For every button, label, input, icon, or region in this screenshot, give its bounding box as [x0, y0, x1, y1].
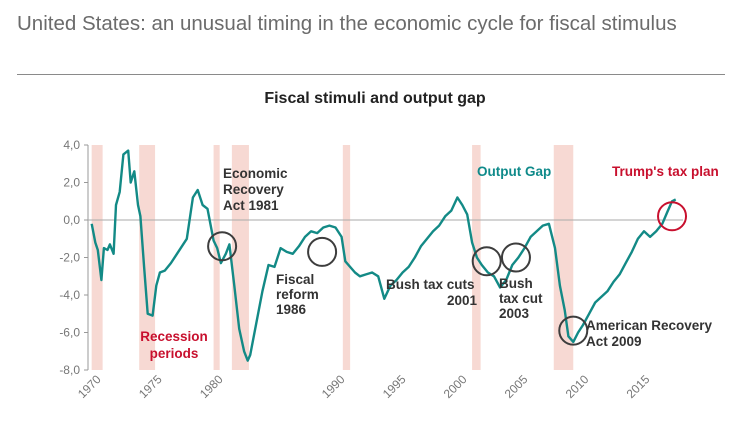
bush-2003-label-line2: tax cut: [499, 291, 543, 306]
recession-bands: [91, 145, 574, 370]
x-tick-label: 2010: [563, 372, 592, 401]
erta-circle: [207, 231, 238, 262]
axes: [84, 144, 683, 371]
x-tick-label: 1975: [136, 372, 165, 401]
recession-band: [342, 145, 351, 370]
recession-band: [91, 145, 103, 370]
bush-2001-circle: [471, 246, 502, 277]
bush-2001-label-line2: 2001: [447, 293, 478, 308]
arra-label-line1: American Recovery: [586, 318, 713, 333]
trump-circle: [657, 201, 688, 232]
x-tick-label: 2015: [624, 372, 653, 401]
output-gap-line: [90, 149, 677, 362]
arra-label-line2: Act 2009: [586, 334, 642, 349]
fiscal-reform-label-line1: Fiscal: [276, 272, 314, 287]
bush-2003-circle: [500, 242, 531, 273]
fiscal-reform-label-line3: 1986: [276, 302, 307, 317]
x-tick-label: 2000: [441, 372, 470, 401]
y-tick-label: -4,0: [59, 288, 80, 302]
x-tick-label: 1990: [319, 372, 348, 401]
bush-2003-label-line1: Bush: [499, 276, 533, 291]
recession-periods-label-line2: periods: [150, 346, 199, 361]
trump-tax-plan-label: Trump's tax plan: [612, 164, 719, 179]
y-tick-label: 4,0: [63, 138, 80, 152]
event-circles: [207, 201, 688, 346]
x-tick-label: 1995: [380, 372, 409, 401]
title-divider: [17, 74, 725, 75]
fiscal-reform-label-line2: reform: [276, 287, 319, 302]
recession-band: [231, 145, 249, 370]
erta-label-line2: Recovery: [223, 182, 284, 197]
bush-2001-label-line1: Bush tax cuts: [386, 277, 475, 292]
output-gap-label: Output Gap: [477, 164, 551, 179]
y-tick-label: -8,0: [59, 363, 80, 377]
y-tick-label: 0,0: [63, 213, 80, 227]
recession-band: [553, 145, 574, 370]
recession-band: [213, 145, 220, 370]
erta-label-line1: Economic: [223, 166, 288, 181]
x-tick-label: 2005: [502, 372, 531, 401]
bush-2003-label-line3: 2003: [499, 306, 530, 321]
chart-title: Fiscal stimuli and output gap: [264, 90, 486, 107]
y-tick-label: -2,0: [59, 251, 80, 265]
annotations: Output Gap Trump's tax plan Economic Rec…: [140, 164, 719, 361]
series-layer: [90, 149, 677, 362]
fiscal-reform-circle: [307, 236, 338, 267]
recession-periods-label-line1: Recession: [140, 329, 208, 344]
arra-circle: [558, 315, 589, 346]
y-tick-label: 2,0: [63, 176, 80, 190]
recession-band: [139, 145, 156, 370]
x-tick-label: 1980: [197, 372, 226, 401]
y-tick-label: -6,0: [59, 326, 80, 340]
page-title: United States: an unusual timing in the …: [17, 12, 677, 35]
erta-label-line3: Act 1981: [223, 198, 279, 213]
